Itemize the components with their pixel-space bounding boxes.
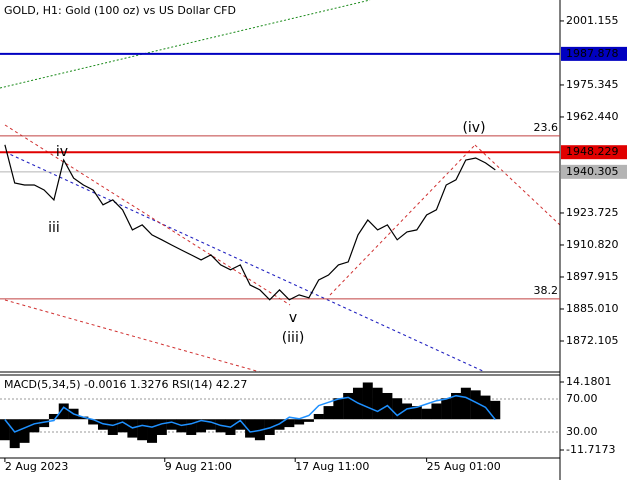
- macd-bar: [29, 419, 40, 433]
- x-tick-label: 17 Aug 11:00: [295, 460, 369, 473]
- trend-line: [4, 151, 486, 373]
- trend-line: [4, 124, 291, 306]
- price-line: [4, 144, 496, 301]
- y2-tick-label: 30.00: [566, 425, 598, 438]
- macd-bar: [303, 419, 314, 422]
- y-tick-label: 1872.105: [566, 334, 619, 347]
- y-tick-label: 1910.820: [566, 238, 619, 251]
- x-tick-label: 9 Aug 21:00: [165, 460, 232, 473]
- rsi-line: [4, 394, 496, 433]
- price-level-box: [561, 145, 627, 160]
- macd-bar: [490, 400, 501, 420]
- macd-bar: [166, 419, 177, 430]
- wave-label: iv: [56, 144, 68, 160]
- macd-bar: [372, 387, 383, 420]
- x-tick-label: 25 Aug 01:00: [427, 460, 501, 473]
- macd-bar: [186, 419, 197, 435]
- macd-bar: [235, 419, 246, 430]
- macd-bar: [323, 406, 334, 420]
- macd-bar: [421, 408, 432, 420]
- macd-bar: [137, 419, 148, 441]
- y-tick-label: 1962.440: [566, 110, 619, 123]
- macd-bar: [39, 419, 50, 428]
- macd-bar: [205, 419, 216, 430]
- macd-bar: [284, 419, 295, 428]
- y-tick-label: 1897.915: [566, 270, 619, 283]
- macd-bar: [431, 403, 442, 420]
- wave-label: (iv): [462, 120, 485, 136]
- macd-bar: [411, 406, 422, 420]
- macd-bar: [156, 419, 167, 435]
- price-level-label: 1987.878: [566, 47, 619, 60]
- macd-bar: [294, 419, 305, 425]
- wave-label: v: [289, 310, 297, 326]
- macd-bar: [147, 419, 158, 443]
- macd-bar: [402, 403, 413, 420]
- y-tick-label: 14.1801: [566, 375, 612, 388]
- y2-tick-label: 70.00: [566, 392, 598, 405]
- chart-title: GOLD, H1: Gold (100 oz) vs US Dollar CFD: [4, 4, 236, 17]
- x-tick-label: 2 Aug 2023: [5, 460, 68, 473]
- price-level-label: 1940.305: [566, 165, 619, 178]
- macd-bar: [333, 398, 344, 420]
- wave-label: (iii): [282, 330, 305, 346]
- trend-line: [474, 144, 561, 226]
- macd-bar: [460, 387, 471, 420]
- macd-bar: [48, 413, 59, 420]
- macd-bar: [245, 419, 256, 438]
- price-level-box: [561, 46, 627, 61]
- price-level-box: [561, 164, 627, 179]
- macd-bar: [343, 392, 354, 420]
- macd-bar: [9, 419, 20, 449]
- indicator-title: MACD(5,34,5) -0.0016 1.3276 RSI(14) 42.2…: [4, 378, 247, 391]
- macd-bar: [362, 382, 373, 420]
- macd-bar: [19, 419, 30, 443]
- macd-bar: [0, 419, 10, 441]
- macd-bar: [196, 419, 207, 433]
- fib-label: 23.6: [534, 121, 559, 134]
- macd-bar: [313, 413, 324, 420]
- y-tick-label: 1923.725: [566, 206, 619, 219]
- macd-bar: [441, 398, 452, 420]
- macd-bar: [470, 390, 481, 420]
- trend-line: [0, 0, 371, 89]
- y-tick-label: 1885.010: [566, 302, 619, 315]
- y-tick-label: -11.7173: [566, 443, 615, 456]
- y-tick-label: 2001.155: [566, 14, 619, 27]
- macd-bar: [88, 419, 99, 425]
- macd-bar: [451, 392, 462, 420]
- macd-bar: [58, 403, 69, 420]
- macd-bar: [392, 398, 403, 420]
- price-level-label: 1948.229: [566, 145, 619, 158]
- macd-bar: [117, 419, 128, 433]
- trend-line: [4, 299, 261, 373]
- wave-label: iii: [48, 220, 60, 236]
- y-tick-label: 1975.345: [566, 78, 619, 91]
- trend-line: [329, 144, 476, 296]
- fib-label: 38.2: [534, 284, 559, 297]
- macd-bar: [107, 419, 118, 435]
